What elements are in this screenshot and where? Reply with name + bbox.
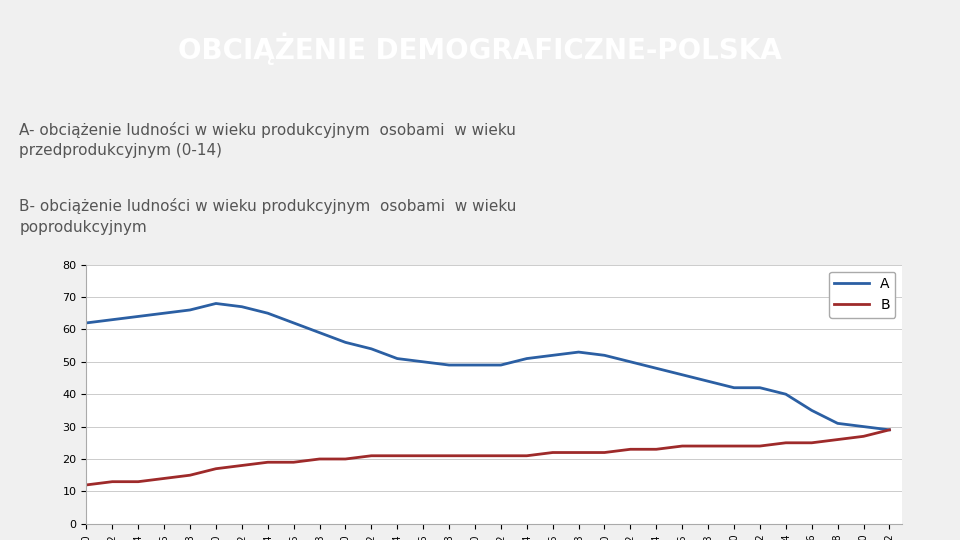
A xyxy=(418,359,429,365)
A xyxy=(340,339,351,346)
B xyxy=(184,472,196,478)
A xyxy=(392,355,403,362)
A xyxy=(158,310,170,316)
Line: A: A xyxy=(86,303,890,430)
A xyxy=(729,384,740,391)
A xyxy=(599,352,611,359)
Text: OBCIĄŻENIE DEMOGRAFICZNE-POLSKA: OBCIĄŻENIE DEMOGRAFICZNE-POLSKA xyxy=(179,32,781,65)
A xyxy=(81,320,92,326)
A xyxy=(262,310,274,316)
B xyxy=(858,433,870,440)
B xyxy=(314,456,325,462)
A xyxy=(521,355,533,362)
B xyxy=(288,459,300,465)
B xyxy=(651,446,662,453)
B xyxy=(521,453,533,459)
B xyxy=(81,482,92,488)
Line: B: B xyxy=(86,430,890,485)
A xyxy=(236,303,248,310)
B xyxy=(236,462,248,469)
A xyxy=(314,329,325,336)
B xyxy=(780,440,792,446)
A xyxy=(780,391,792,397)
A xyxy=(547,352,559,359)
B xyxy=(469,453,481,459)
A xyxy=(806,407,818,414)
A xyxy=(625,359,636,365)
B xyxy=(832,436,844,443)
A xyxy=(210,300,222,307)
B xyxy=(418,453,429,459)
A xyxy=(573,349,585,355)
B xyxy=(262,459,274,465)
A xyxy=(132,313,144,320)
B xyxy=(625,446,636,453)
B xyxy=(495,453,507,459)
A xyxy=(469,362,481,368)
A xyxy=(495,362,507,368)
B xyxy=(599,449,611,456)
A xyxy=(755,384,766,391)
A xyxy=(107,316,118,323)
B xyxy=(729,443,740,449)
A xyxy=(444,362,455,368)
B xyxy=(703,443,714,449)
A xyxy=(288,320,300,326)
A xyxy=(677,372,688,378)
A xyxy=(703,378,714,384)
B xyxy=(884,427,896,433)
A xyxy=(832,420,844,427)
A xyxy=(884,427,896,433)
B xyxy=(806,440,818,446)
B xyxy=(392,453,403,459)
B xyxy=(107,478,118,485)
B xyxy=(132,478,144,485)
B xyxy=(573,449,585,456)
B xyxy=(444,453,455,459)
B xyxy=(755,443,766,449)
B xyxy=(158,475,170,482)
A xyxy=(366,346,377,352)
Legend: A, B: A, B xyxy=(828,272,896,318)
Text: A- obciążenie ludności w wieku produkcyjnym  osobami  w wieku
przedprodukcyjnym : A- obciążenie ludności w wieku produkcyj… xyxy=(19,122,516,159)
Text: B- obciążenie ludności w wieku produkcyjnym  osobami  w wieku
poprodukcyjnym: B- obciążenie ludności w wieku produkcyj… xyxy=(19,198,516,235)
B xyxy=(366,453,377,459)
B xyxy=(547,449,559,456)
A xyxy=(651,365,662,372)
A xyxy=(184,307,196,313)
B xyxy=(210,465,222,472)
A xyxy=(858,423,870,430)
B xyxy=(340,456,351,462)
B xyxy=(677,443,688,449)
